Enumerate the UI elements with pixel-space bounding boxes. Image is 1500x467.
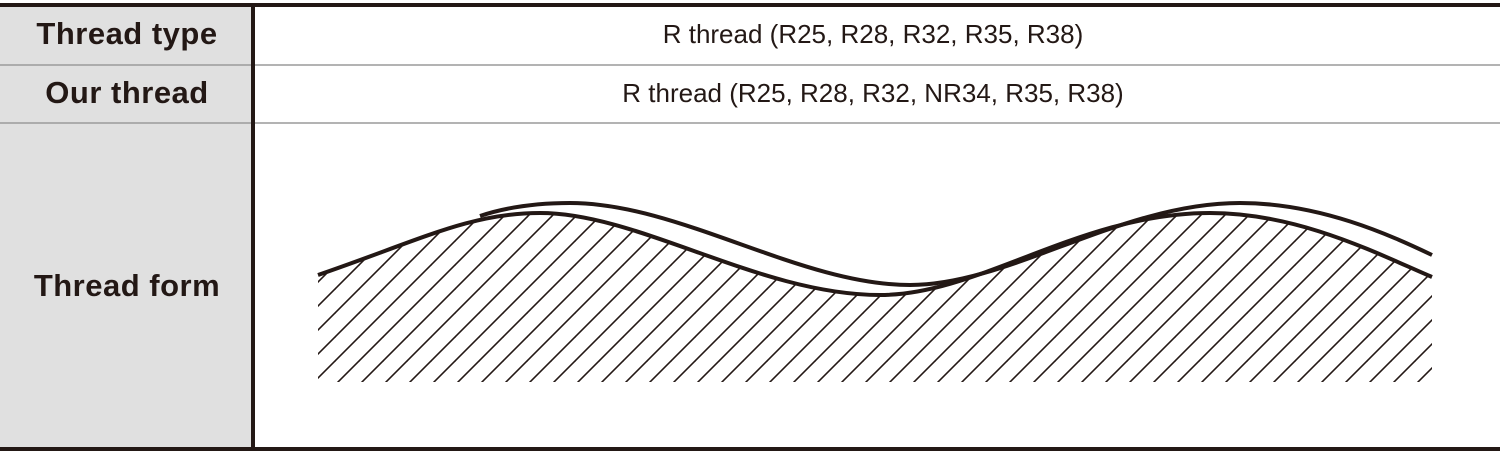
header-column xyxy=(0,5,252,449)
row-header: Thread form xyxy=(34,268,220,303)
row-value: R thread (R25, R28, R32, NR34, R35, R38) xyxy=(622,78,1123,108)
mating-profile xyxy=(479,200,1433,288)
hatched-section xyxy=(318,213,1432,382)
thread-form-drawing xyxy=(317,200,1433,382)
row-header: Our thread xyxy=(45,75,208,110)
row-value: R thread (R25, R28, R32, R35, R38) xyxy=(663,19,1084,49)
row-header: Thread type xyxy=(36,16,217,51)
thread-profile xyxy=(317,210,1433,298)
